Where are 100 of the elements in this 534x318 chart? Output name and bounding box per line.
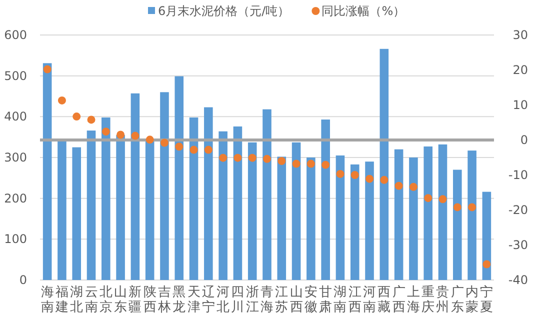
y-tick-label: 500 xyxy=(4,68,27,83)
point xyxy=(234,154,242,162)
bar xyxy=(189,117,198,280)
y-tick-label: 300 xyxy=(4,150,27,164)
x-tick-label: 陕西 xyxy=(143,285,156,315)
bar xyxy=(380,48,389,280)
point xyxy=(102,128,110,136)
bar xyxy=(86,130,96,280)
y2-tick-label: 0 xyxy=(520,133,528,147)
bar xyxy=(277,156,286,280)
point xyxy=(292,160,300,168)
x-tick-label: 河北 xyxy=(216,285,230,315)
bar xyxy=(130,93,140,280)
x-tick-label: 黑龙 xyxy=(172,285,186,315)
y2-tick-label: -10 xyxy=(508,168,528,182)
x-tick-label: 福建 xyxy=(54,285,68,315)
point xyxy=(278,157,286,165)
bar xyxy=(204,107,213,280)
point xyxy=(131,132,140,140)
y2-tick-label: -30 xyxy=(508,238,528,252)
bar xyxy=(42,63,52,280)
x-tick-label: 江西 xyxy=(348,285,362,315)
x-tick-label: 宁夏 xyxy=(480,284,494,315)
point xyxy=(87,116,96,124)
point xyxy=(468,203,476,212)
point xyxy=(350,171,359,179)
x-tick-label: 北京 xyxy=(99,285,112,315)
x-tick-label: 山西 xyxy=(290,285,303,315)
x-tick-label: 天津 xyxy=(187,285,200,315)
point xyxy=(453,203,462,212)
x-tick-label: 广西 xyxy=(392,285,406,315)
y-tick-label: 400 xyxy=(4,110,27,124)
x-tick-label: 江苏 xyxy=(275,285,288,315)
x-tick-label: 安徽 xyxy=(304,284,318,315)
x-tick-label: 甘肃 xyxy=(319,285,332,315)
x-tick-label: 重庆 xyxy=(422,285,435,315)
bar xyxy=(248,142,257,280)
point xyxy=(58,96,66,104)
point xyxy=(43,65,52,74)
point xyxy=(438,195,447,204)
point xyxy=(160,138,168,147)
bar xyxy=(482,192,492,280)
point xyxy=(72,112,81,121)
point xyxy=(219,154,228,162)
point xyxy=(190,146,198,154)
point xyxy=(248,154,256,162)
y-tick-label: 200 xyxy=(4,191,27,206)
bar xyxy=(306,158,316,280)
point xyxy=(409,182,418,191)
bar xyxy=(452,170,462,280)
x-tick-label: 云南 xyxy=(84,285,98,315)
point xyxy=(306,160,315,168)
x-tick-label: 海南 xyxy=(40,285,54,315)
point xyxy=(482,260,491,268)
y2-tick-label: -20 xyxy=(508,203,528,217)
x-tick-label: 湖南 xyxy=(334,285,347,315)
bar xyxy=(468,150,476,280)
x-tick-label: 山东 xyxy=(114,285,128,315)
bar xyxy=(365,162,374,280)
bar xyxy=(160,92,169,280)
x-tick-label: 辽宁 xyxy=(202,285,215,315)
point xyxy=(146,136,154,144)
point xyxy=(380,176,388,184)
x-tick-label: 浙江 xyxy=(246,285,259,315)
x-tick-label: 广东 xyxy=(450,285,464,315)
x-tick-label: 吉林 xyxy=(156,285,171,315)
x-tick-label: 四川 xyxy=(231,285,244,315)
x-tick-label: 新疆 xyxy=(128,285,142,315)
bar xyxy=(321,120,330,280)
x-tick-label: 湖北 xyxy=(70,285,84,315)
bar xyxy=(174,76,184,280)
bar xyxy=(292,142,301,280)
y-tick-label: 0 xyxy=(19,273,27,287)
bar xyxy=(424,146,432,280)
point xyxy=(116,130,125,139)
y2-tick-label: -40 xyxy=(508,273,528,287)
y2-tick-label: 30 xyxy=(512,28,528,42)
bar xyxy=(262,109,272,280)
point xyxy=(394,182,403,190)
y2-tick-label: 20 xyxy=(512,63,528,77)
bar xyxy=(145,141,154,280)
x-tick-label: 内蒙 xyxy=(466,285,479,315)
y-tick-label: 600 xyxy=(4,28,27,42)
y-tick-label: 100 xyxy=(4,232,27,246)
bar xyxy=(350,164,360,280)
legend-label: 同比涨幅（%） xyxy=(322,4,406,18)
point xyxy=(322,160,330,169)
bar xyxy=(394,149,404,280)
bar xyxy=(409,158,418,280)
point xyxy=(263,154,271,163)
x-tick-label: 河南 xyxy=(363,285,376,315)
point xyxy=(366,174,374,183)
point xyxy=(204,146,212,154)
legend-label: 6月末水泥价格（元/吨） xyxy=(158,4,290,18)
x-tick-label: 青海 xyxy=(260,285,274,315)
x-tick-label: 西藏 xyxy=(378,285,391,315)
bar xyxy=(102,117,110,280)
bar xyxy=(72,147,82,280)
point xyxy=(424,194,432,202)
point xyxy=(336,170,344,178)
